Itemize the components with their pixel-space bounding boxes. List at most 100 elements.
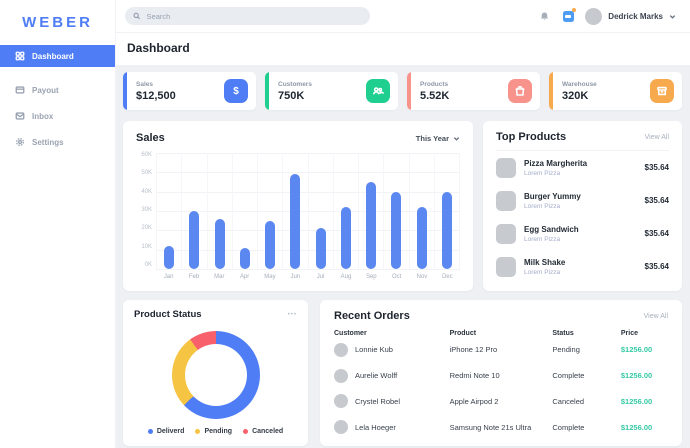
sidebar-item-dashboard[interactable]: Dashboard	[0, 45, 115, 67]
user-menu[interactable]: Dedrick Marks	[585, 7, 676, 25]
table-row[interactable]: Lonnie Kub iPhone 12 Pro Pending $1256.0…	[334, 337, 668, 363]
y-tick-label: 60K	[141, 152, 152, 158]
sales-bar[interactable]	[164, 245, 175, 269]
view-all-link[interactable]: View All	[644, 133, 669, 141]
sales-bar[interactable]	[340, 207, 351, 269]
top-products-card: Top Products View All Pizza Margherita L…	[483, 121, 682, 291]
year-filter-dropdown[interactable]: This Year	[416, 134, 460, 143]
sales-bar[interactable]	[441, 191, 452, 269]
sales-bar[interactable]	[416, 207, 427, 269]
stats-row: Sales $12,500 $ Customers 750K	[123, 72, 682, 110]
x-tick-label: Oct	[391, 274, 402, 280]
content: Sales $12,500 $ Customers 750K	[115, 65, 690, 448]
messages-button[interactable]	[561, 8, 577, 23]
order-product: Samsung Note 21s Ultra	[449, 422, 532, 432]
sidebar-item-inbox[interactable]: Inbox	[0, 105, 115, 127]
order-price: $1256.00	[620, 345, 653, 355]
x-tick-label: Dec	[441, 274, 453, 280]
product-name: Pizza Margherita	[524, 158, 588, 168]
bar-cell	[282, 153, 307, 269]
stat-value: $12,500	[136, 89, 176, 102]
sales-bar[interactable]	[265, 220, 276, 269]
stat-label: Sales	[136, 80, 153, 88]
orders-table-body: Lonnie Kub iPhone 12 Pro Pending $1256.0…	[334, 337, 668, 440]
bell-icon	[540, 11, 548, 20]
product-subtitle: Lorem Pizza	[524, 268, 561, 276]
sales-chart-card: Sales This Year 60K 50K 40K 30K 20K 10K 0K	[123, 121, 473, 291]
product-list-item[interactable]: Pizza Margherita Lorem Pizza $35.64	[496, 151, 669, 184]
main-area: Dedrick Marks Dashboard Sales $12,500	[115, 0, 690, 448]
product-list-item[interactable]: Burger Yummy Lorem Pizza $35.64	[496, 184, 669, 217]
sales-bar[interactable]	[366, 182, 377, 269]
bottom-row: Product Status ••• Deliverd	[123, 300, 682, 446]
bar-cell	[332, 153, 358, 269]
sidebar-item-label: Payout	[32, 85, 59, 95]
order-price: $1256.00	[620, 422, 653, 432]
chevron-down-icon	[669, 14, 676, 19]
product-list-item[interactable]: Milk Shake Lorem Pizza $35.64	[496, 250, 669, 283]
y-tick-label: 10K	[141, 243, 152, 250]
sales-bars	[156, 153, 460, 269]
more-menu-icon[interactable]: •••	[287, 311, 297, 318]
order-customer: Lonnie Kub	[355, 345, 393, 355]
customers-icon	[366, 79, 390, 103]
sales-bar[interactable]	[315, 228, 326, 269]
page-header: Dashboard	[115, 33, 690, 65]
stat-card[interactable]: Products 5.52K	[407, 72, 540, 110]
stat-card[interactable]: Sales $12,500 $	[123, 72, 256, 110]
topbar-actions: Dedrick Marks	[537, 7, 676, 25]
sales-bar[interactable]	[214, 218, 225, 269]
bar-cell	[383, 153, 408, 269]
product-thumbnail	[496, 223, 516, 244]
bar-cell	[358, 153, 383, 269]
order-status: Complete	[552, 422, 585, 432]
page-title: Dashboard	[127, 41, 190, 55]
customer-avatar	[334, 368, 348, 383]
product-price: $35.64	[644, 163, 669, 172]
sidebar-item-settings[interactable]: Settings	[0, 131, 115, 153]
order-customer: Crystel Robel	[355, 396, 401, 406]
sales-bar[interactable]	[189, 211, 200, 269]
legend-item: Pending	[195, 428, 232, 435]
sales-bar[interactable]	[391, 191, 402, 269]
donut-hole	[184, 344, 247, 406]
x-tick-label: Aug	[340, 274, 352, 280]
notifications-button[interactable]	[537, 9, 551, 23]
table-row[interactable]: Aurelie Wolff Redmi Note 10 Complete $12…	[334, 363, 668, 389]
search-box[interactable]	[125, 7, 370, 25]
table-row[interactable]: Lela Hoeger Samsung Note 21s Ultra Compl…	[334, 414, 668, 440]
customer-avatar	[334, 394, 348, 409]
order-price: $1256.00	[620, 371, 653, 381]
search-input[interactable]	[146, 11, 362, 21]
order-product: iPhone 12 Pro	[449, 345, 498, 355]
x-tick-label: Apr	[239, 274, 250, 280]
view-all-link[interactable]: View All	[643, 312, 668, 320]
bar-cell	[181, 153, 206, 269]
column-header: Price	[620, 330, 639, 337]
table-row[interactable]: Crystel Robel Apple Airpod 2 Canceled $1…	[334, 389, 668, 415]
stat-value: 5.52K	[420, 89, 450, 102]
dollar-icon: $	[224, 79, 248, 103]
product-thumbnail	[496, 190, 516, 211]
stat-accent-bar	[265, 72, 269, 110]
warehouse-icon	[650, 79, 674, 103]
message-icon	[562, 10, 574, 22]
sales-y-axis: 60K 50K 40K 30K 20K 10K 0K	[136, 152, 156, 280]
stat-card[interactable]: Customers 750K	[265, 72, 398, 110]
sales-bar[interactable]	[239, 247, 250, 269]
sales-bar[interactable]	[290, 174, 301, 269]
legend-item: Deliverd	[147, 428, 184, 435]
sidebar-item-label: Dashboard	[32, 51, 74, 61]
x-tick-label: Jun	[290, 274, 301, 280]
chevron-down-icon	[453, 136, 460, 141]
stat-card[interactable]: Warehouse 320K	[549, 72, 682, 110]
orders-table-header: Customer Product Status Price	[334, 330, 668, 337]
bar-cell	[257, 153, 282, 269]
product-price: $35.64	[644, 262, 669, 271]
search-icon	[133, 12, 141, 20]
sidebar: WEBER Dashboard Payout Inbox	[0, 0, 115, 448]
order-customer: Lela Hoeger	[355, 422, 396, 432]
y-tick-label: 20K	[141, 225, 152, 232]
product-list-item[interactable]: Egg Sandwich Lorem Pizza $35.64	[496, 217, 669, 250]
sidebar-item-payout[interactable]: Payout	[0, 79, 115, 101]
